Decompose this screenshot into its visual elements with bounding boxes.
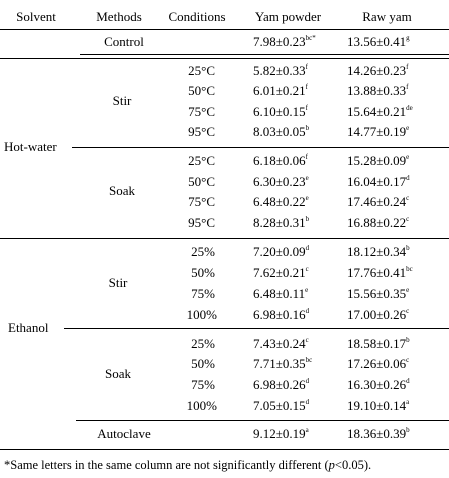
condition-cell: 25°C xyxy=(188,63,215,78)
powder-value: 7.43±0.24c xyxy=(253,336,309,351)
raw-value: 15.28±0.09e xyxy=(347,153,410,168)
header-rule xyxy=(0,29,449,30)
header-raw-yam: Raw yam xyxy=(362,9,412,24)
condition-cell: 25°C xyxy=(188,153,215,168)
autoclave-top-rule xyxy=(76,420,449,421)
raw-value: 17.00±0.26c xyxy=(347,307,410,322)
condition-cell: 25% xyxy=(191,244,215,259)
powder-value: 7.05±0.15d xyxy=(253,398,310,413)
powder-value: 6.48±0.11e xyxy=(253,286,309,301)
raw-value: 18.58±0.17b xyxy=(347,336,410,351)
raw-value: 16.88±0.22c xyxy=(347,215,410,230)
raw-value: 19.10±0.14a xyxy=(347,398,410,413)
raw-value: 16.04±0.17d xyxy=(347,174,410,189)
powder-value: 6.10±0.15f xyxy=(253,104,308,119)
header-methods: Methods xyxy=(96,9,142,24)
ethanol-solvent-label: Ethanol xyxy=(8,320,49,335)
raw-value: 17.76±0.41bc xyxy=(347,265,413,280)
raw-value: 16.30±0.26d xyxy=(347,377,410,392)
powder-value: 8.03±0.05b xyxy=(253,124,310,139)
condition-cell: 50°C xyxy=(188,83,215,98)
powder-value: 6.18±0.06f xyxy=(253,153,308,168)
hot-water-solvent-label: Hot-water xyxy=(4,139,57,154)
powder-value: 6.30±0.23e xyxy=(253,174,309,189)
hot-water-divider xyxy=(72,147,449,148)
control-rule xyxy=(80,54,449,55)
powder-value: 7.62±0.21c xyxy=(253,265,309,280)
powder-value: 6.98±0.16d xyxy=(253,307,310,322)
header-yam-powder: Yam powder xyxy=(254,9,322,24)
condition-cell: 50°C xyxy=(188,174,215,189)
raw-value: 17.46±0.24c xyxy=(347,194,410,209)
condition-cell: 95°C xyxy=(188,124,215,139)
header-conditions: Conditions xyxy=(168,9,226,24)
raw-value: 14.26±0.23f xyxy=(347,63,409,78)
footnote: *Same letters in the same column are not… xyxy=(4,458,372,472)
raw-value: 18.12±0.34b xyxy=(347,244,410,259)
powder-value: 7.71±0.35bc xyxy=(253,356,313,371)
powder-value: 7.20±0.09d xyxy=(253,244,310,259)
control-powder: 7.98±0.23bc* xyxy=(253,34,316,49)
hot-water-soak-label: Soak xyxy=(109,183,135,198)
condition-cell: 50% xyxy=(191,265,215,280)
ethanol-top-rule xyxy=(0,238,449,239)
raw-value: 15.56±0.35e xyxy=(347,286,410,301)
raw-value: 15.64±0.21de xyxy=(347,104,413,119)
ethanol-divider xyxy=(64,328,449,329)
ethanol-stir-label: Stir xyxy=(108,275,128,290)
powder-value: 6.48±0.22e xyxy=(253,194,309,209)
condition-cell: 75°C xyxy=(188,194,215,209)
autoclave-powder: 9.12±0.19a xyxy=(253,426,309,441)
raw-value: 17.26±0.06c xyxy=(347,356,410,371)
condition-cell: 75°C xyxy=(188,104,215,119)
ethanol-soak-label: Soak xyxy=(105,366,131,381)
raw-value: 13.88±0.33f xyxy=(347,83,409,98)
powder-value: 8.28±0.31b xyxy=(253,215,310,230)
condition-cell: 50% xyxy=(191,356,215,371)
condition-cell: 100% xyxy=(186,398,217,413)
condition-cell: 25% xyxy=(191,336,215,351)
control-label: Control xyxy=(104,34,144,49)
control-raw: 13.56±0.41g xyxy=(347,34,410,49)
condition-cell: 100% xyxy=(186,307,217,322)
powder-value: 6.98±0.26d xyxy=(253,377,310,392)
bottom-rule xyxy=(0,449,449,450)
hot-water-stir-label: Stir xyxy=(112,93,132,108)
powder-value: 5.82±0.33f xyxy=(253,63,308,78)
raw-value: 14.77±0.19e xyxy=(347,124,410,139)
autoclave-label: Autoclave xyxy=(97,426,151,441)
condition-cell: 75% xyxy=(191,286,215,301)
condition-cell: 75% xyxy=(191,377,215,392)
powder-value: 6.01±0.21f xyxy=(253,83,308,98)
header-solvent: Solvent xyxy=(16,9,56,24)
autoclave-raw: 18.36±0.39b xyxy=(347,426,410,441)
condition-cell: 95°C xyxy=(188,215,215,230)
hot-water-top-rule xyxy=(0,58,449,59)
